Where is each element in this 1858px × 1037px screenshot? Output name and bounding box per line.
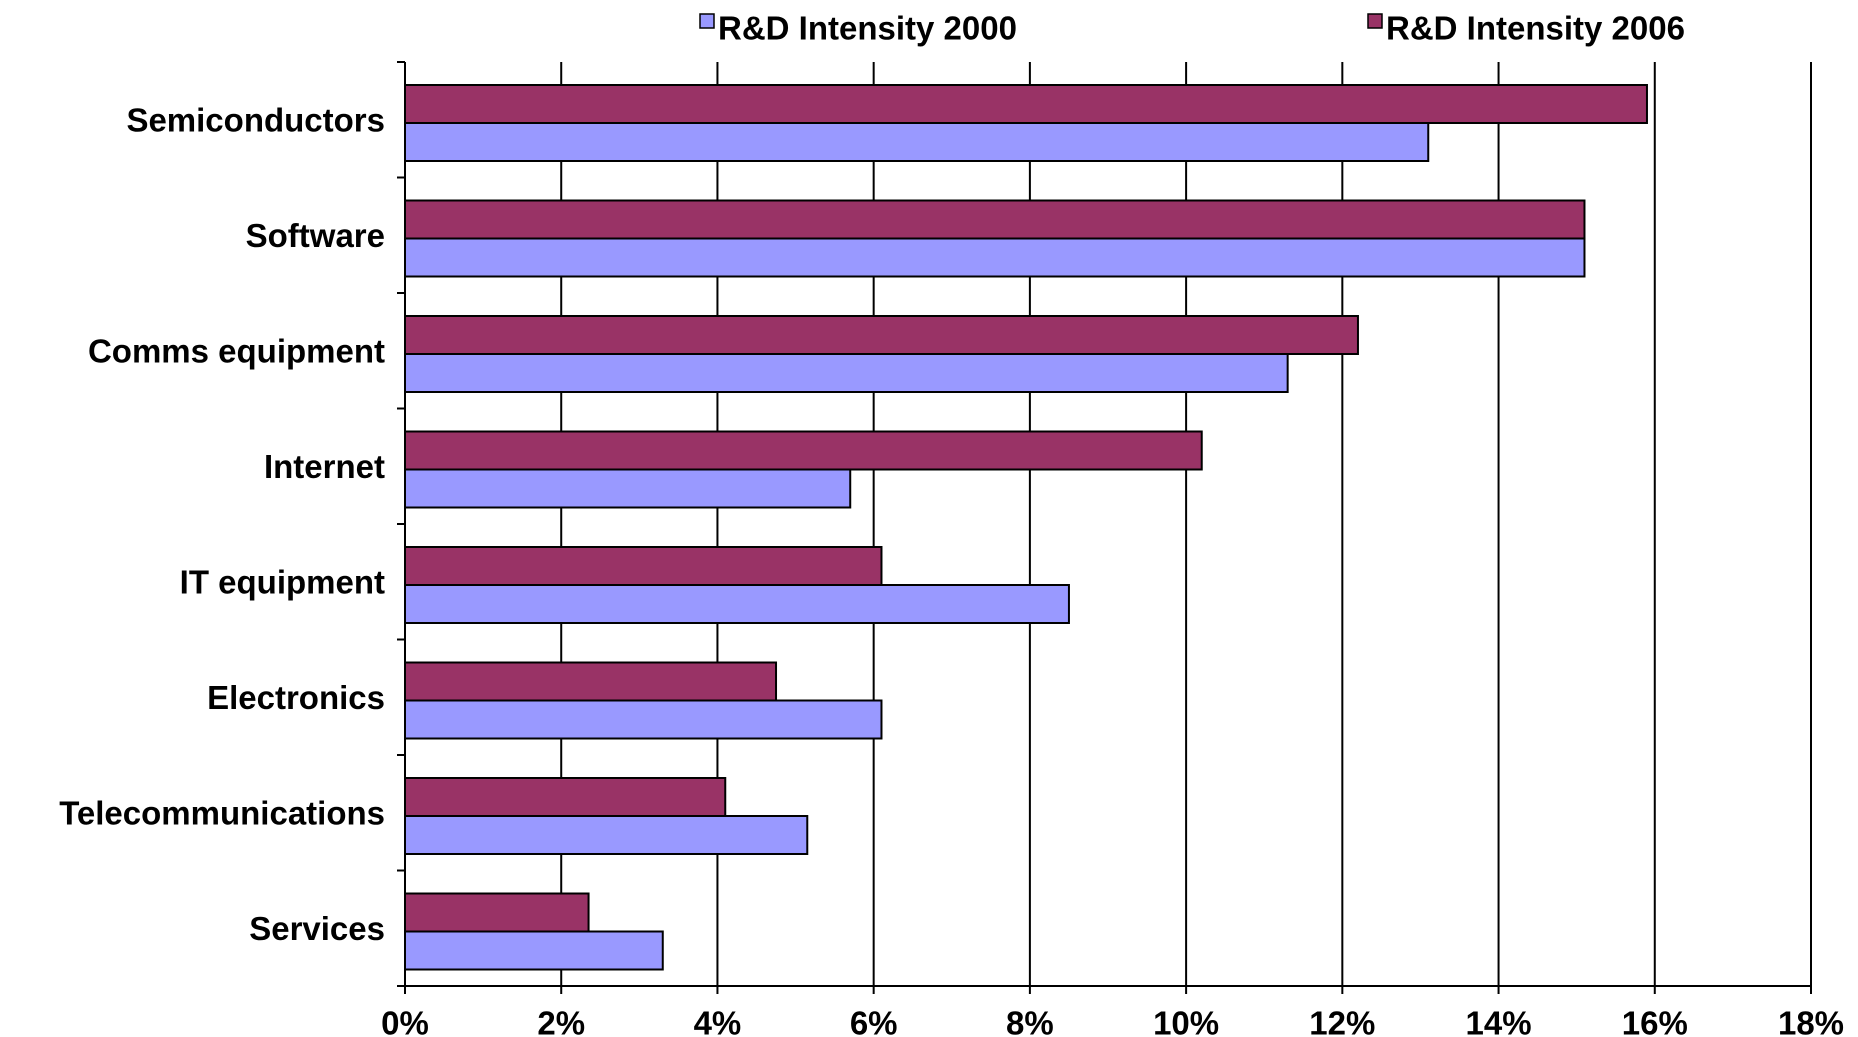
legend-label: R&D Intensity 2006	[1386, 10, 1685, 47]
y-tick-label: Software	[246, 217, 385, 254]
legend-swatch	[699, 13, 715, 29]
x-tick-label: 0%	[381, 1005, 429, 1037]
x-tick-label: 8%	[1006, 1005, 1054, 1037]
x-tick-label: 16%	[1622, 1005, 1688, 1037]
bar	[404, 777, 727, 817]
x-tick-label: 14%	[1466, 1005, 1532, 1037]
x-tick-label: 2%	[537, 1005, 585, 1037]
bar	[404, 699, 883, 740]
y-tick-label: Services	[249, 910, 385, 947]
x-tick-label: 18%	[1778, 1005, 1844, 1037]
legend-swatch	[1367, 13, 1383, 29]
y-tick-label: IT equipment	[180, 564, 385, 601]
bar	[404, 546, 883, 586]
bar	[404, 122, 1430, 162]
bar	[404, 468, 852, 509]
bar	[404, 584, 1070, 624]
bar	[404, 892, 590, 933]
bar	[404, 815, 809, 855]
bar	[404, 930, 664, 971]
bar	[404, 661, 778, 702]
bar	[404, 199, 1586, 240]
y-tick-label: Semiconductors	[126, 102, 385, 139]
legend-label: R&D Intensity 2000	[718, 10, 1017, 47]
y-tick-label: Comms equipment	[88, 333, 385, 370]
bar	[404, 430, 1203, 471]
x-tick-label: 6%	[850, 1005, 898, 1037]
x-tick-label: 10%	[1153, 1005, 1219, 1037]
bar	[404, 315, 1359, 355]
bar	[404, 353, 1289, 393]
y-tick-label: Electronics	[207, 679, 385, 716]
bar	[404, 237, 1586, 278]
bar	[404, 84, 1648, 124]
y-tick-label: Internet	[264, 448, 385, 485]
x-tick-label: 12%	[1309, 1005, 1375, 1037]
y-tick-label: Telecommunications	[59, 795, 385, 832]
x-tick-label: 4%	[694, 1005, 742, 1037]
